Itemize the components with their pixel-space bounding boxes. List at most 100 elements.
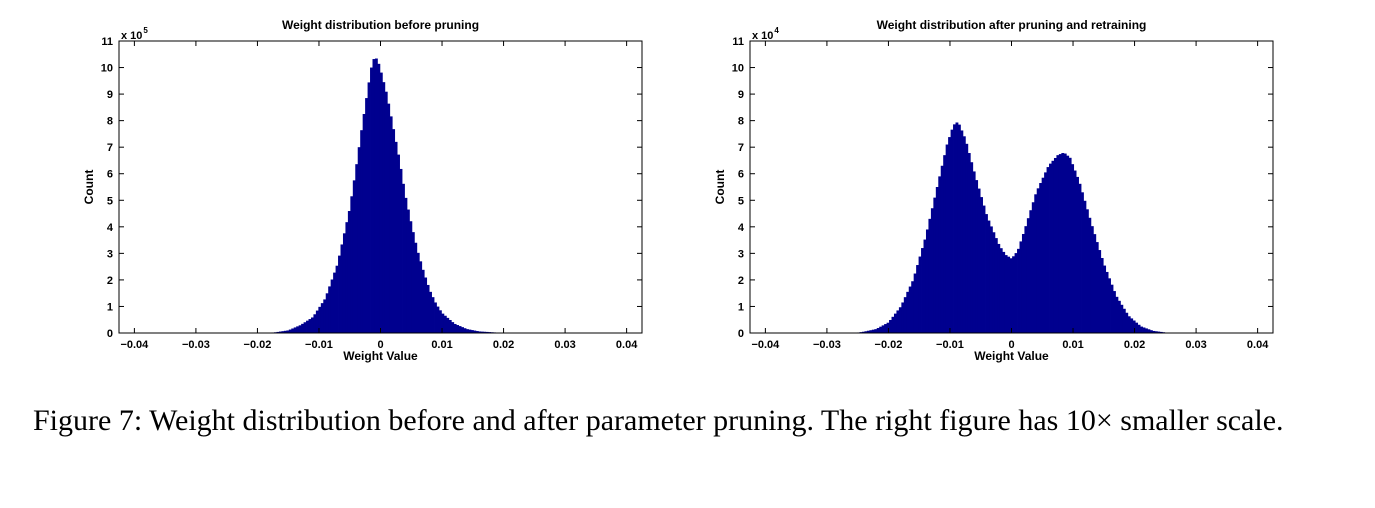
right-chart-histogram-bar (908, 286, 912, 333)
right-chart-y-exponent-base: x 10 (752, 30, 773, 42)
right-chart-histogram-bar (1149, 330, 1153, 333)
left-chart-histogram-bar (328, 286, 332, 333)
left-chart-histogram-bar (426, 284, 430, 333)
left-chart-histogram-bar (431, 297, 435, 333)
right-chart-histogram-bar (1154, 331, 1158, 333)
right-chart-histogram-bar (1061, 153, 1065, 333)
right-chart-histogram-bar (871, 329, 875, 333)
left-chart-y-tick-label: 5 (107, 195, 113, 207)
right-chart-histogram-bar (1029, 210, 1033, 333)
right-chart-histogram-bar (989, 226, 993, 333)
left-chart-histogram-bar (323, 299, 327, 333)
right-chart-histogram-bar (1135, 322, 1139, 333)
left-chart-histogram-bar (318, 306, 322, 333)
left-chart-histogram-bar (409, 221, 413, 333)
left-chart-y-tick-label: 10 (101, 63, 113, 75)
left-chart-histogram-bar (301, 323, 304, 333)
left-chart-histogram-bar (298, 325, 302, 333)
right-chart-x-tick-label: 0.02 (1124, 339, 1145, 351)
right-chart-histogram-bar (1058, 154, 1062, 333)
right-chart-histogram-bar (1103, 265, 1107, 333)
right-chart-histogram-bar (1051, 160, 1055, 333)
left-chart-histogram-bar (419, 261, 423, 333)
left-chart-histogram-bar (382, 82, 386, 334)
left-chart-histogram-bar (310, 317, 314, 333)
right-chart-histogram-bar (985, 214, 988, 333)
left-chart-histogram-bar (485, 331, 489, 333)
left-chart-histogram-bar (291, 328, 295, 333)
right-chart-histogram-bar (935, 187, 939, 333)
left-chart-histogram-bar (480, 331, 484, 333)
left-chart-y-tick-label: 4 (107, 222, 114, 234)
right-chart-histogram-bar (1007, 256, 1011, 333)
right-chart-histogram-bar (957, 124, 961, 334)
right-chart-histogram-bar (1108, 278, 1111, 333)
right-chart-histogram-bar (1068, 157, 1072, 333)
right-chart-histogram-bar (999, 248, 1003, 333)
right-chart-histogram-bar (906, 291, 910, 333)
right-chart-histogram-bar (1034, 194, 1038, 333)
right-chart-histogram-bar (1137, 324, 1141, 333)
right-chart-histogram-bar (977, 188, 981, 333)
left-chart-histogram-bar (441, 313, 445, 333)
left-chart-histogram-bar (325, 293, 329, 333)
right-chart-y-tick-label: 8 (738, 116, 744, 128)
right-chart-histogram-bar (970, 162, 974, 333)
left-chart-histogram-bar (379, 72, 383, 333)
right-chart-y-tick-label: 3 (738, 248, 744, 260)
left-chart-histogram-bar (414, 242, 418, 333)
left-chart-histogram-bar (416, 252, 420, 333)
left-chart-histogram-bar (475, 331, 479, 333)
left-chart-histogram-bar (293, 327, 297, 333)
left-chart-histogram-bar (340, 244, 344, 333)
left-chart-histogram-bar (392, 129, 396, 333)
right-chart-x-tick-label: 0 (1008, 339, 1014, 351)
right-chart-x-tick-label: −0.01 (936, 339, 964, 351)
left-chart-y-tick-label: 2 (107, 275, 113, 287)
left-chart-histogram-bar (384, 91, 388, 333)
right-chart-histogram-bar (901, 302, 905, 333)
left-chart-histogram-bar (434, 302, 437, 333)
right-chart-histogram-bar (1117, 300, 1121, 333)
left-chart-y-tick-label: 9 (107, 89, 113, 101)
right-chart-histogram-bar (1159, 331, 1163, 333)
right-chart-histogram-bar (1088, 217, 1092, 333)
left-chart-x-tick-label: −0.02 (244, 339, 272, 351)
left-chart-y-tick-label: 7 (107, 142, 113, 154)
right-chart-histogram-bar (903, 297, 907, 333)
left-chart-histogram-bar (330, 279, 334, 333)
right-chart-histogram-bar (1147, 329, 1151, 333)
left-chart-histogram-bar (278, 331, 282, 333)
right-chart-histogram-bar (893, 313, 897, 333)
left-chart-histogram-bar (429, 291, 432, 333)
left-chart-histogram-bar (397, 154, 400, 333)
right-chart-histogram-bar (1063, 153, 1067, 333)
right-chart-histogram-bar (864, 331, 868, 333)
right-chart-histogram-bar (876, 328, 880, 333)
left-chart-histogram-bar (357, 147, 361, 333)
right-chart-histogram-bar (943, 155, 947, 333)
right-chart-histogram-bar (972, 171, 976, 333)
right-chart-y-tick-label: 9 (738, 89, 744, 101)
right-chart-y-tick-label: 2 (738, 275, 744, 287)
right-chart-histogram-bar (1110, 284, 1114, 333)
left-chart-histogram-bar (456, 325, 460, 333)
right-chart-x-axis-label: Weight Value (974, 349, 1049, 363)
left-chart-histogram-bar (306, 320, 309, 333)
right-chart-y-tick-label: 7 (738, 142, 744, 154)
right-chart-histogram-bar (911, 281, 915, 333)
left-chart-y-exponent-power: 5 (143, 26, 148, 35)
left-chart-histogram-bar (338, 255, 341, 333)
right-chart-histogram-bar (1085, 209, 1089, 333)
left-chart-histogram-bar (470, 330, 474, 333)
right-chart-histogram-bar (953, 124, 956, 333)
right-chart-histogram-bar (1100, 258, 1104, 333)
right-chart-histogram-bar (938, 176, 942, 333)
right-chart-histogram-bar (1019, 241, 1023, 333)
left-chart-histogram-bar (303, 322, 307, 333)
right-chart-histogram-bar (886, 322, 890, 333)
left-chart-y-tick-label: 0 (107, 328, 113, 340)
right-chart-histogram-bar (933, 197, 937, 333)
left-chart-histogram-bar (333, 272, 336, 333)
left-chart-histogram-bar (478, 331, 482, 333)
